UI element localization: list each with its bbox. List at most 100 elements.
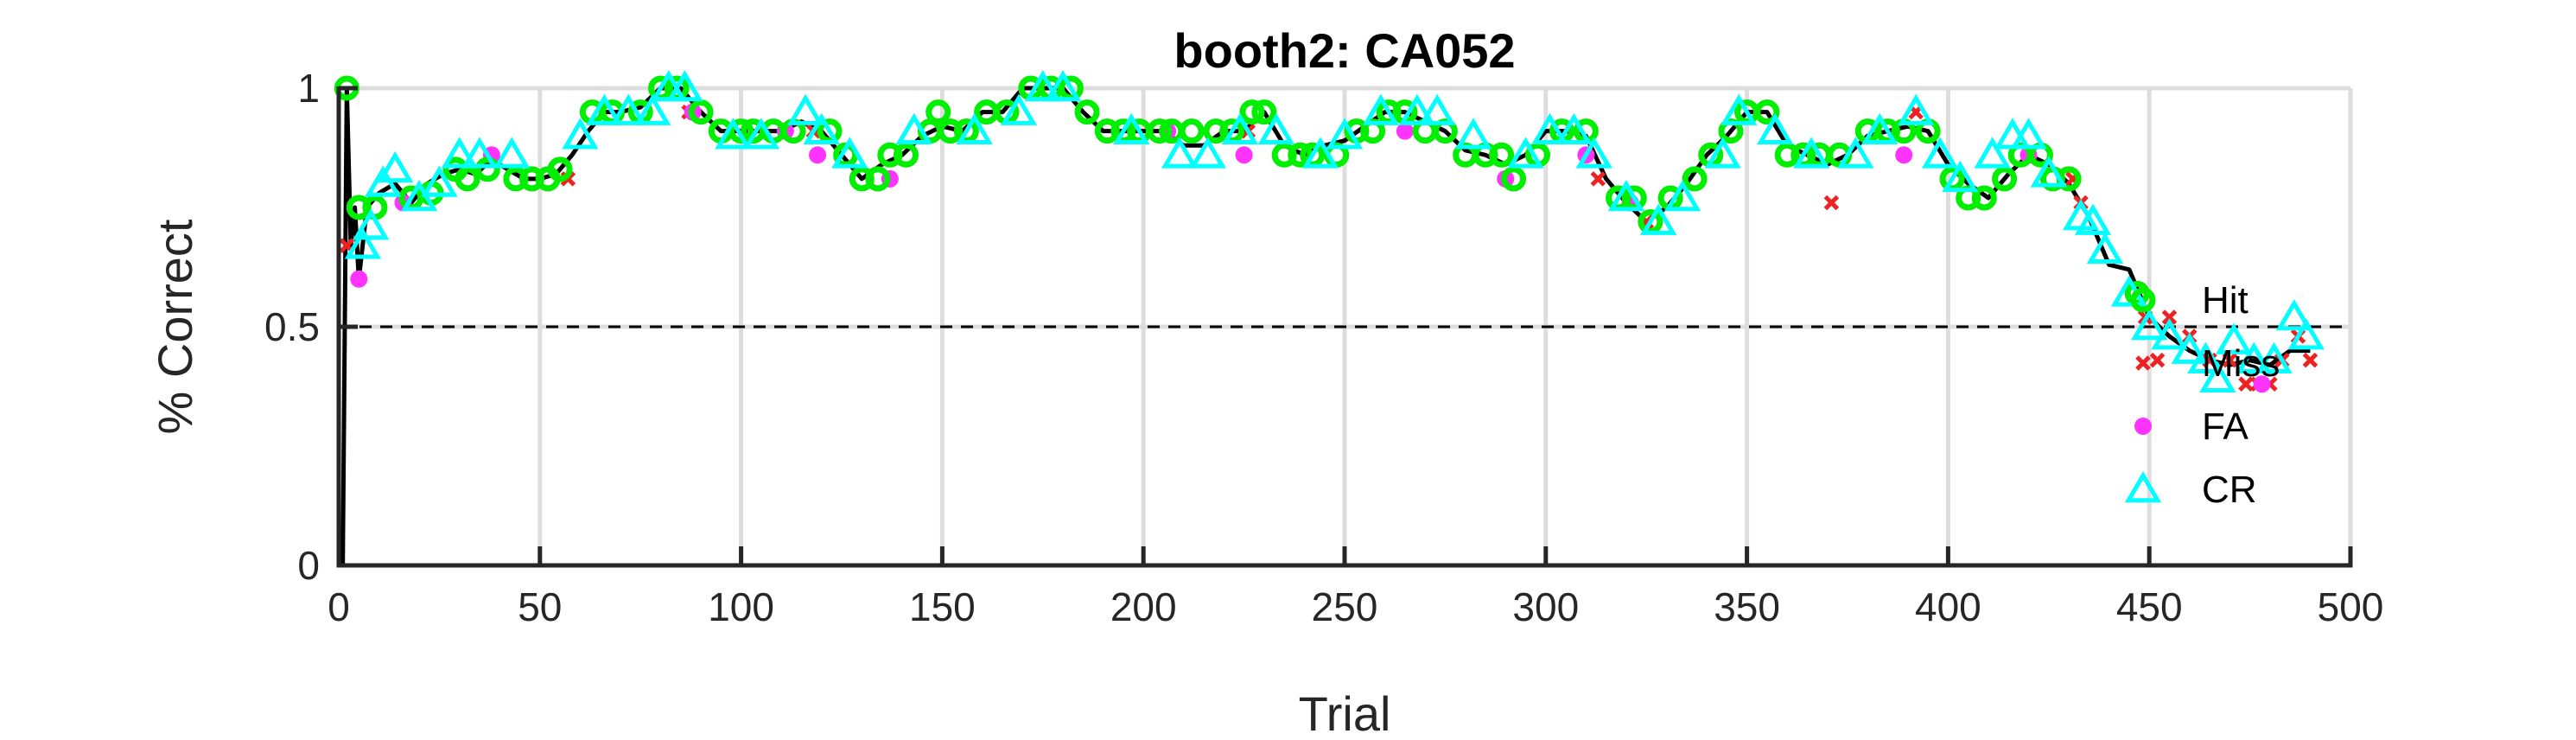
cr-point xyxy=(2215,322,2253,354)
miss-point-stroke xyxy=(2161,309,2178,325)
hit-point xyxy=(1682,166,1708,192)
cr-point xyxy=(1861,112,1899,144)
cr-point xyxy=(1704,137,1741,169)
hit-point xyxy=(455,166,480,192)
x-tick-label: 350 xyxy=(1714,584,1780,629)
x-tick-label: 150 xyxy=(909,584,976,629)
cr-point xyxy=(1721,93,1758,125)
cr-point xyxy=(2275,298,2312,331)
data-markers xyxy=(334,70,2325,393)
legend-marker-fa xyxy=(2134,418,2152,435)
x-tick-label: 300 xyxy=(1512,584,1579,629)
cr-point xyxy=(1362,93,1400,125)
hit-point xyxy=(688,99,714,125)
cr-point xyxy=(956,112,993,144)
cr-point xyxy=(666,70,703,102)
hit-point xyxy=(1251,99,1277,125)
legend-item-fa: FA xyxy=(2134,405,2248,448)
hit-point xyxy=(1179,118,1205,144)
cr-point xyxy=(1257,112,1295,144)
cr-point xyxy=(803,112,840,144)
cr-point xyxy=(1507,137,1544,169)
legend: Hit Miss FA CR xyxy=(2124,279,2280,511)
miss-point xyxy=(2222,352,2238,368)
cr-point xyxy=(2255,341,2293,373)
cr-point xyxy=(2131,309,2168,341)
cr-point xyxy=(1531,112,1568,144)
fa-point xyxy=(1235,146,1253,164)
hit-point xyxy=(1501,166,1527,192)
cr-point xyxy=(2287,318,2325,350)
cr-point xyxy=(742,118,780,150)
tick-labels: 0 50 100 150 200 250 300 350 400 450 500 0 0.5 1 xyxy=(264,66,2383,629)
cr-point xyxy=(1792,137,1830,169)
cr-point xyxy=(562,118,599,150)
cr-point xyxy=(1575,137,1612,169)
cr-point xyxy=(1398,93,1435,125)
cr-point xyxy=(2151,318,2188,350)
y-axis-label: % Correct xyxy=(148,219,202,434)
chart-title: booth2: CA052 xyxy=(1174,23,1515,78)
y-tick-label: 1 xyxy=(297,66,320,111)
x-tick-label: 500 xyxy=(2318,584,2384,629)
miss-point-stroke xyxy=(2222,352,2238,368)
cr-point xyxy=(1326,118,1364,150)
hit-point xyxy=(1992,166,2018,192)
cr-point xyxy=(1221,112,1259,144)
y-tick-label: 0 xyxy=(297,543,320,588)
miss-point-stroke xyxy=(1823,195,1840,211)
cr-point xyxy=(2030,156,2067,188)
y-tick-label: 0.5 xyxy=(264,304,320,349)
hit-point xyxy=(547,156,573,182)
hit-point xyxy=(474,156,500,182)
miss-point xyxy=(2161,309,2178,325)
hit-point xyxy=(893,142,919,168)
cr-point xyxy=(1942,160,1979,193)
cr-point xyxy=(610,93,647,125)
miss-point xyxy=(2149,352,2166,368)
x-tick-label: 50 xyxy=(518,584,562,629)
series-cr xyxy=(344,70,2325,393)
miss-point xyxy=(1823,195,1840,211)
cr-point xyxy=(1921,137,1959,169)
miss-point xyxy=(2238,376,2254,392)
cr-point xyxy=(1607,179,1645,212)
fa-point xyxy=(809,146,827,164)
legend-marker-hit xyxy=(2130,287,2156,313)
hit-point xyxy=(1147,118,1173,144)
hit-point xyxy=(1489,142,1515,168)
cr-point xyxy=(353,208,390,240)
hit-point xyxy=(1971,185,1997,211)
cr-point xyxy=(377,150,414,183)
cr-point xyxy=(2187,341,2224,373)
cr-point xyxy=(1189,137,1226,169)
legend-marker-miss xyxy=(2135,355,2151,371)
cr-point xyxy=(2199,360,2236,393)
cr-point xyxy=(1044,70,1082,102)
miss-point-stroke xyxy=(2149,352,2166,368)
miss-point xyxy=(1590,171,1606,187)
miss-point-stroke xyxy=(2302,352,2318,368)
legend-label-miss: Miss xyxy=(2202,342,2280,385)
x-tick-label: 0 xyxy=(328,584,350,629)
cr-point xyxy=(1454,118,1492,150)
legend-label-hit: Hit xyxy=(2202,279,2248,322)
fa-point xyxy=(1895,146,1913,164)
miss-point-stroke xyxy=(2238,376,2254,392)
cr-point xyxy=(586,93,623,125)
legend-marker-miss-stroke xyxy=(2135,355,2151,371)
cr-point xyxy=(421,165,458,197)
miss-point-stroke xyxy=(1590,171,1606,187)
cr-point xyxy=(1897,93,1935,125)
x-tick-label: 400 xyxy=(1915,584,1981,629)
cr-point xyxy=(1663,179,1701,212)
legend-label-cr: CR xyxy=(2202,469,2257,511)
fa-point xyxy=(1396,122,1414,140)
cr-point xyxy=(1024,70,1061,102)
hit-point xyxy=(1074,99,1100,125)
miss-point-stroke xyxy=(339,238,355,253)
hit-point xyxy=(728,118,754,144)
cr-point xyxy=(2010,118,2047,150)
cr-point xyxy=(2171,332,2208,364)
legend-marker-cr xyxy=(2124,471,2162,503)
